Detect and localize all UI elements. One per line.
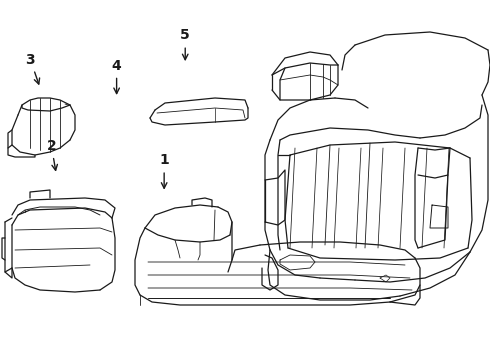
Text: 1: 1 (159, 153, 169, 188)
Text: 4: 4 (112, 59, 122, 94)
Text: 2: 2 (47, 139, 57, 170)
Text: 5: 5 (180, 28, 190, 60)
Text: 3: 3 (25, 53, 40, 84)
